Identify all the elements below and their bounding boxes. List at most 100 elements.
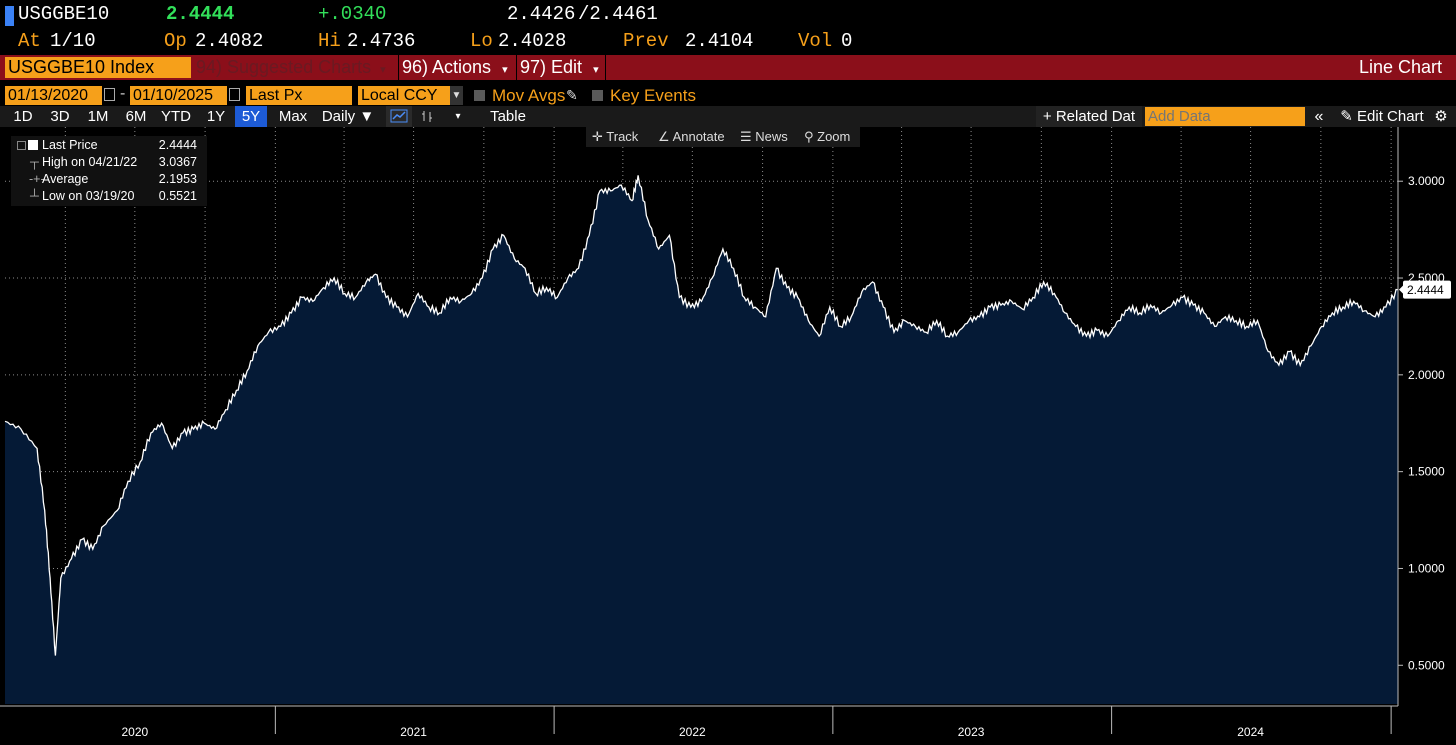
frequency-selector[interactable]: Daily ▼: [321, 108, 375, 125]
calendar-icon[interactable]: [104, 88, 115, 101]
period-6m[interactable]: 6M: [125, 108, 147, 125]
open-label: Op: [164, 30, 187, 52]
last-value-pointer: [1399, 284, 1404, 295]
chart-toolbar: 1D 3D 1M 6M YTD 1Y 5Y Max Daily ▼ ▾ Tabl…: [0, 106, 1456, 127]
field-selector[interactable]: Last Px: [246, 86, 352, 105]
period-max[interactable]: Max: [278, 108, 308, 125]
quote-line-2: At 1/10 Op 2.4082 Hi 2.4736 Lo 2.4028 Pr…: [0, 30, 1456, 54]
last-value-marker: 2.4444: [1399, 280, 1451, 299]
edit-chart-label: Edit Chart: [1357, 108, 1424, 125]
price-change: +.0340: [318, 3, 387, 25]
line-chart-icon[interactable]: [386, 106, 412, 127]
period-3d[interactable]: 3D: [50, 108, 70, 125]
end-date-field[interactable]: 01/10/2025: [130, 86, 227, 105]
legend-row-high[interactable]: ┬ High on 04/21/22 3.0367: [11, 154, 207, 171]
legend-name: High on 04/21/22: [42, 155, 138, 169]
zoom-label: Zoom: [817, 129, 851, 144]
menu-divider: [516, 55, 517, 80]
currency-selector[interactable]: Local CCY: [358, 86, 450, 105]
actions-caret-icon: ▾: [502, 64, 508, 76]
last-price: 2.4444: [166, 3, 235, 25]
price-area: [5, 175, 1398, 704]
ask-price: /2.4461: [578, 3, 658, 25]
pencil-icon[interactable]: ✎: [566, 87, 578, 103]
period-1y[interactable]: 1Y: [206, 108, 226, 125]
x-tick-label: 2023: [958, 725, 985, 739]
high-value: 2.4736: [347, 30, 416, 52]
volume-label: Vol: [798, 30, 833, 52]
related-data-button[interactable]: + Related Dat: [1036, 106, 1142, 127]
at-value: 1/10: [50, 30, 96, 52]
y-tick-label: 1.0000: [1408, 561, 1445, 575]
news-icon: ☰: [740, 129, 756, 144]
chart-tools: ✛ Track ∠ Annotate ☰ News ⚲ Zoom: [586, 127, 860, 147]
price-line: [4, 175, 1399, 656]
high-marker-icon: ┬: [30, 155, 39, 169]
period-1m[interactable]: 1M: [87, 108, 109, 125]
edit-menu[interactable]: 97) Edit ▾: [520, 57, 606, 78]
legend-row-average[interactable]: -+- Average 2.1953: [11, 171, 207, 188]
ticker: USGGBE10: [18, 3, 110, 25]
low-marker-icon: ┴: [30, 189, 39, 203]
edit-caret-icon: ▾: [593, 64, 599, 76]
suggested-charts-label: 94) Suggested Charts: [196, 57, 372, 77]
annotate-label: Annotate: [672, 129, 725, 144]
gear-icon[interactable]: ⚙: [1434, 108, 1448, 125]
legend-name: Low on 03/19/20: [42, 189, 135, 203]
legend-value: 0.5521: [158, 189, 197, 203]
track-tool[interactable]: ✛ Track: [592, 127, 638, 147]
y-tick-label: 3.0000: [1408, 174, 1445, 188]
collapse-box-icon[interactable]: [17, 141, 26, 150]
magnifier-icon: ⚲: [804, 129, 818, 144]
at-label: At: [18, 30, 41, 52]
annotate-icon: ∠: [658, 129, 673, 144]
chart-type-label: Line Chart: [1358, 57, 1442, 77]
news-label: News: [755, 129, 788, 144]
chart-style-caret-icon[interactable]: ▾: [455, 111, 461, 122]
start-date-field[interactable]: 01/13/2020: [5, 86, 102, 105]
key-events-label: Key Events: [610, 86, 696, 105]
edit-pencil-icon: ✎: [1340, 108, 1358, 125]
table-button[interactable]: Table: [490, 108, 526, 125]
menu-bar: USGGBE10 Index 94) Suggested Charts ▾ 96…: [0, 55, 1456, 80]
average-marker-icon: -+-: [29, 172, 45, 186]
last-value-box: [1403, 280, 1451, 299]
legend-row-last[interactable]: Last Price 2.4444: [11, 137, 207, 154]
news-tool[interactable]: ☰ News: [740, 127, 788, 147]
bid-price: 2.4426: [507, 3, 576, 25]
y-tick-label: 1.5000: [1408, 465, 1445, 479]
mov-avgs-label: Mov Avgs: [492, 86, 566, 105]
x-tick-label: 2024: [1237, 725, 1264, 739]
period-1d[interactable]: 1D: [13, 108, 33, 125]
last-value-text: 2.4444: [1407, 283, 1444, 297]
bar-chart-icon[interactable]: [414, 106, 440, 127]
currency-caret-icon[interactable]: ▼: [450, 86, 463, 105]
collapse-icon[interactable]: «: [1314, 108, 1324, 125]
calendar-icon[interactable]: [229, 88, 240, 101]
open-value: 2.4082: [195, 30, 264, 52]
track-label: Track: [606, 129, 639, 144]
prev-label: Prev: [623, 30, 669, 52]
key-events-checkbox[interactable]: [592, 90, 603, 101]
edit-chart-button[interactable]: ✎ Edit Chart: [1332, 106, 1432, 127]
annotate-tool[interactable]: ∠ Annotate: [658, 127, 725, 147]
zoom-tool[interactable]: ⚲ Zoom: [804, 127, 850, 147]
legend-row-low[interactable]: ┴ Low on 03/19/20 0.5521: [11, 188, 207, 205]
series-swatch: [28, 140, 38, 150]
low-label: Lo: [470, 30, 493, 52]
quote-line-1: USGGBE10 2.4444 +.0340 2.4426 /2.4461: [0, 3, 1456, 29]
mov-avgs-checkbox[interactable]: [474, 90, 485, 101]
actions-menu[interactable]: 96) Actions ▾: [402, 57, 514, 78]
security-field[interactable]: USGGBE10 Index: [5, 57, 191, 78]
period-5y[interactable]: 5Y: [235, 106, 267, 127]
menu-divider: [605, 55, 606, 80]
legend-value: 3.0367: [158, 155, 197, 169]
high-label: Hi: [318, 30, 341, 52]
edit-label: 97) Edit: [520, 57, 583, 77]
suggested-charts-menu[interactable]: 94) Suggested Charts ▾: [196, 57, 394, 78]
ticker-marker: [5, 6, 14, 26]
add-data-input[interactable]: [1145, 107, 1305, 126]
period-ytd[interactable]: YTD: [161, 108, 191, 125]
suggested-caret-icon: ▾: [380, 64, 386, 76]
